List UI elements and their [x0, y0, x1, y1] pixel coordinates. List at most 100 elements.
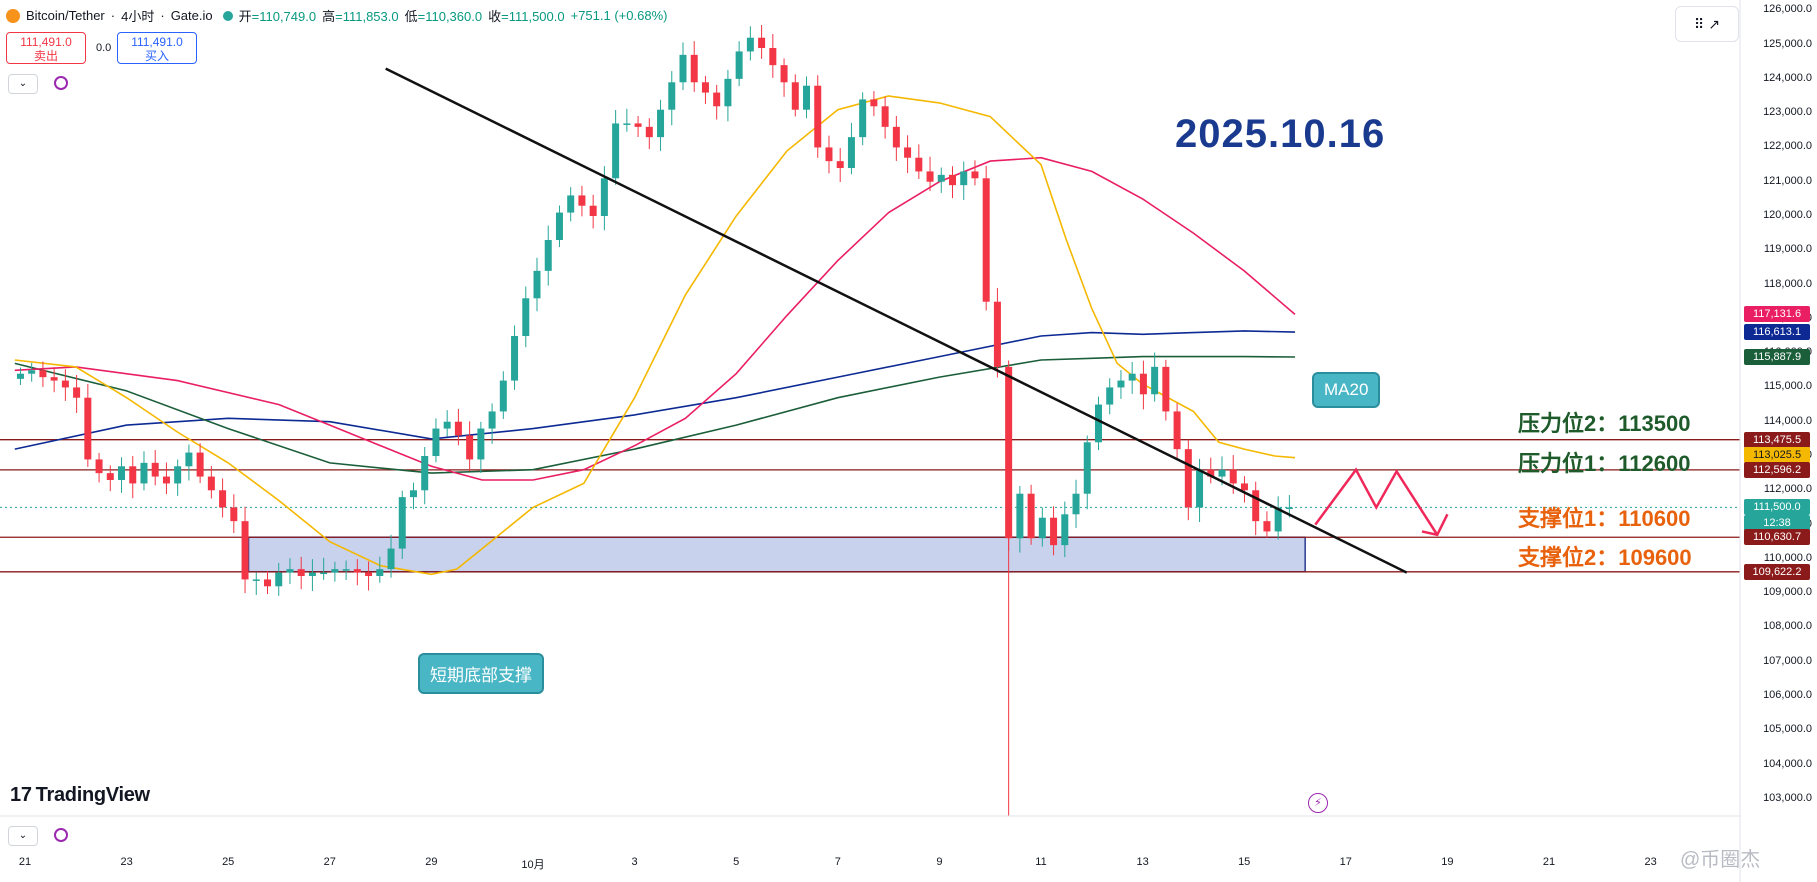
- candle[interactable]: [95, 459, 103, 474]
- candle[interactable]: [1151, 366, 1159, 395]
- ma-navy-line[interactable]: [14, 330, 1296, 450]
- candle[interactable]: [1061, 514, 1069, 546]
- candle[interactable]: [16, 373, 24, 379]
- candle[interactable]: [320, 572, 328, 575]
- candle[interactable]: [353, 569, 361, 573]
- candle[interactable]: [365, 572, 373, 576]
- candle[interactable]: [960, 171, 968, 186]
- candle[interactable]: [297, 569, 305, 576]
- candle[interactable]: [1128, 373, 1136, 381]
- candle[interactable]: [185, 452, 193, 467]
- candle[interactable]: [454, 421, 462, 436]
- candle[interactable]: [219, 490, 227, 508]
- candle[interactable]: [174, 466, 182, 484]
- candle[interactable]: [162, 476, 170, 484]
- candle[interactable]: [1050, 517, 1058, 546]
- candle[interactable]: [578, 195, 586, 206]
- candle[interactable]: [1117, 380, 1125, 388]
- candle[interactable]: [1218, 469, 1226, 477]
- candle[interactable]: [1285, 507, 1293, 509]
- candle[interactable]: [814, 85, 822, 148]
- candle[interactable]: [769, 48, 777, 66]
- candle[interactable]: [600, 178, 608, 216]
- candle[interactable]: [151, 462, 159, 477]
- candle[interactable]: [780, 65, 788, 83]
- drawing-tool-button[interactable]: ⠿ ↗: [1675, 6, 1739, 42]
- sync-icon[interactable]: [54, 76, 68, 90]
- candle[interactable]: [993, 301, 1001, 367]
- candle[interactable]: [825, 147, 833, 162]
- symbol-name[interactable]: Bitcoin/Tether: [26, 8, 105, 23]
- sync-bottom-icon[interactable]: [54, 828, 68, 842]
- candle[interactable]: [690, 54, 698, 83]
- candle[interactable]: [488, 411, 496, 429]
- descending-trendline[interactable]: [385, 67, 1408, 574]
- candle[interactable]: [1252, 490, 1260, 522]
- candle[interactable]: [746, 37, 754, 52]
- candle[interactable]: [1229, 469, 1237, 484]
- candle[interactable]: [1038, 517, 1046, 539]
- candle[interactable]: [657, 109, 665, 138]
- candle[interactable]: [308, 572, 316, 576]
- candle[interactable]: [241, 521, 249, 580]
- candle[interactable]: [511, 336, 519, 381]
- candle[interactable]: [264, 579, 272, 587]
- candle[interactable]: [1196, 469, 1204, 508]
- support-zone[interactable]: [247, 536, 1306, 573]
- candle[interactable]: [28, 370, 36, 374]
- ma-pink-line[interactable]: [14, 156, 1296, 481]
- collapse-bottom-button[interactable]: ⌄: [8, 826, 38, 846]
- candle[interactable]: [612, 123, 620, 179]
- candle[interactable]: [679, 54, 687, 83]
- candle[interactable]: [286, 569, 294, 573]
- candle[interactable]: [915, 157, 923, 172]
- candle[interactable]: [477, 428, 485, 460]
- candle[interactable]: [1094, 404, 1102, 443]
- candle[interactable]: [398, 497, 406, 549]
- projection-path[interactable]: [1314, 467, 1439, 536]
- candle[interactable]: [387, 548, 395, 570]
- candle[interactable]: [1207, 469, 1215, 477]
- candle[interactable]: [555, 212, 563, 240]
- candle[interactable]: [50, 377, 58, 381]
- candle[interactable]: [376, 569, 384, 576]
- candle[interactable]: [196, 452, 204, 477]
- candle[interactable]: [645, 126, 653, 138]
- candle[interactable]: [443, 421, 451, 429]
- candle[interactable]: [982, 178, 990, 302]
- candle[interactable]: [1173, 411, 1181, 450]
- sell-button[interactable]: 111,491.0 卖出: [6, 32, 86, 64]
- candle[interactable]: [544, 240, 552, 271]
- candle[interactable]: [207, 476, 215, 491]
- candle[interactable]: [73, 387, 81, 398]
- collapse-button[interactable]: ⌄: [8, 74, 38, 94]
- tradingview-logo[interactable]: 17 TradingView: [10, 784, 150, 807]
- candle[interactable]: [791, 82, 799, 110]
- candle[interactable]: [892, 126, 900, 148]
- candle[interactable]: [758, 37, 766, 48]
- candle[interactable]: [522, 298, 530, 336]
- candle[interactable]: [881, 106, 889, 127]
- candle[interactable]: [1240, 483, 1248, 491]
- candle[interactable]: [713, 92, 721, 107]
- ma-green-line[interactable]: [14, 355, 1296, 474]
- candle[interactable]: [409, 490, 417, 498]
- candle[interactable]: [61, 380, 69, 388]
- candle[interactable]: [432, 428, 440, 456]
- candle[interactable]: [859, 99, 867, 138]
- candle[interactable]: [106, 473, 114, 480]
- candle[interactable]: [129, 466, 137, 484]
- candle[interactable]: [847, 137, 855, 168]
- candle[interactable]: [623, 123, 631, 125]
- lightning-icon[interactable]: ⚡: [1308, 793, 1328, 813]
- candle[interactable]: [1274, 507, 1282, 532]
- candle[interactable]: [421, 456, 429, 491]
- candle[interactable]: [1162, 366, 1170, 412]
- candle[interactable]: [342, 569, 350, 571]
- candle[interactable]: [904, 147, 912, 158]
- candle[interactable]: [499, 380, 507, 412]
- candle[interactable]: [275, 572, 283, 587]
- candle[interactable]: [1263, 521, 1271, 532]
- candle[interactable]: [1083, 442, 1091, 494]
